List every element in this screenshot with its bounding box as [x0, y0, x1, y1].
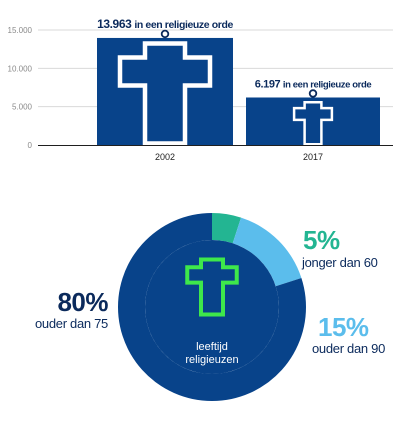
- data-label: 6.197 in een religieuze orde: [255, 78, 372, 90]
- x-category-label: 2002: [155, 152, 175, 162]
- bars: [97, 37, 380, 145]
- bar-2017: [246, 97, 380, 145]
- cross-icon: [117, 41, 213, 146]
- donut-slices: [118, 213, 307, 401]
- slice-description-5: jonger dan 60: [301, 255, 378, 270]
- cross-icon: [185, 257, 239, 317]
- cross-icon: [292, 100, 334, 146]
- donut-slice-15: [232, 217, 302, 287]
- bar-annotations: 13.963 in een religieuze orde 6.197 in ee…: [97, 17, 372, 98]
- x-category-label: 2017: [303, 152, 323, 162]
- donut-chart: leeftijd religieuzen 80% ouder dan 75 5%…: [35, 213, 385, 401]
- donut-slice-5: [212, 213, 242, 244]
- cross-icon: [185, 257, 239, 317]
- y-tick-label: 15.000: [8, 26, 33, 35]
- donut-center: [145, 240, 279, 374]
- bar-icons: [117, 41, 334, 146]
- slice-description-15: ouder dan 90: [312, 341, 385, 356]
- y-tick-label: 10.000: [8, 64, 33, 73]
- y-tick-label: 5.000: [12, 103, 33, 112]
- slice-label-5: 5%: [303, 225, 340, 255]
- y-tick-label: 0: [28, 141, 33, 150]
- donut-center-label-line-1: leeftijd: [196, 341, 228, 353]
- bar-chart: 0 5.000 10.000 15.000 2002 2017 13.963 in ee…: [8, 17, 393, 162]
- slice-label-15: 15%: [318, 312, 369, 342]
- x-axis-categories: 2002 2017: [155, 152, 323, 162]
- annotation-marker: [308, 89, 318, 98]
- slice-label-80: 80%: [57, 287, 108, 317]
- bar-2002: [97, 37, 233, 145]
- data-label: 13.963 in een religieuze orde: [97, 17, 233, 31]
- donut-center-label-line-2: religieuzen: [185, 354, 238, 366]
- annotation-marker: [160, 29, 170, 39]
- y-axis-ticks: 0 5.000 10.000 15.000: [8, 26, 33, 150]
- slice-description-80: ouder dan 75: [35, 316, 108, 331]
